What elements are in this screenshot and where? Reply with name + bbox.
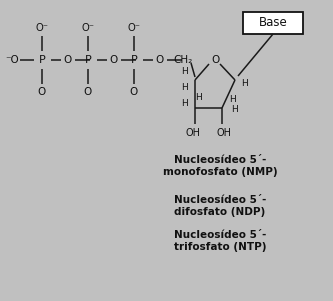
Text: H: H (181, 67, 188, 76)
Text: O⁻: O⁻ (128, 23, 141, 33)
Text: OH: OH (216, 128, 231, 138)
Text: O: O (64, 55, 72, 65)
Text: H: H (242, 79, 248, 88)
Text: CH₂: CH₂ (173, 55, 192, 65)
Text: O: O (110, 55, 118, 65)
Text: H: H (181, 98, 188, 107)
Text: Ö: Ö (84, 87, 92, 97)
Text: P: P (39, 55, 45, 65)
Text: Ö: Ö (38, 87, 46, 97)
Text: OH: OH (185, 128, 200, 138)
Text: Nucleosídeo 5´-
difosfato (NDP): Nucleosídeo 5´- difosfato (NDP) (174, 195, 266, 217)
Bar (243, 12, 303, 34)
Text: H: H (229, 95, 235, 104)
Text: P: P (131, 55, 138, 65)
Text: H: H (231, 105, 237, 114)
Text: O: O (211, 55, 219, 65)
Text: P: P (85, 55, 91, 65)
Text: Nucleosídeo 5´-
monofosfato (NMP): Nucleosídeo 5´- monofosfato (NMP) (163, 155, 277, 177)
Text: Ö: Ö (130, 87, 138, 97)
Text: O⁻: O⁻ (36, 23, 49, 33)
Text: O: O (156, 55, 164, 65)
Text: H: H (181, 83, 188, 92)
Text: H: H (195, 94, 202, 103)
Text: O⁻: O⁻ (82, 23, 95, 33)
Text: ⁻O: ⁻O (5, 55, 19, 65)
Text: Base: Base (259, 17, 287, 29)
Text: Nucleosídeo 5´-
trifosfato (NTP): Nucleosídeo 5´- trifosfato (NTP) (174, 230, 266, 252)
